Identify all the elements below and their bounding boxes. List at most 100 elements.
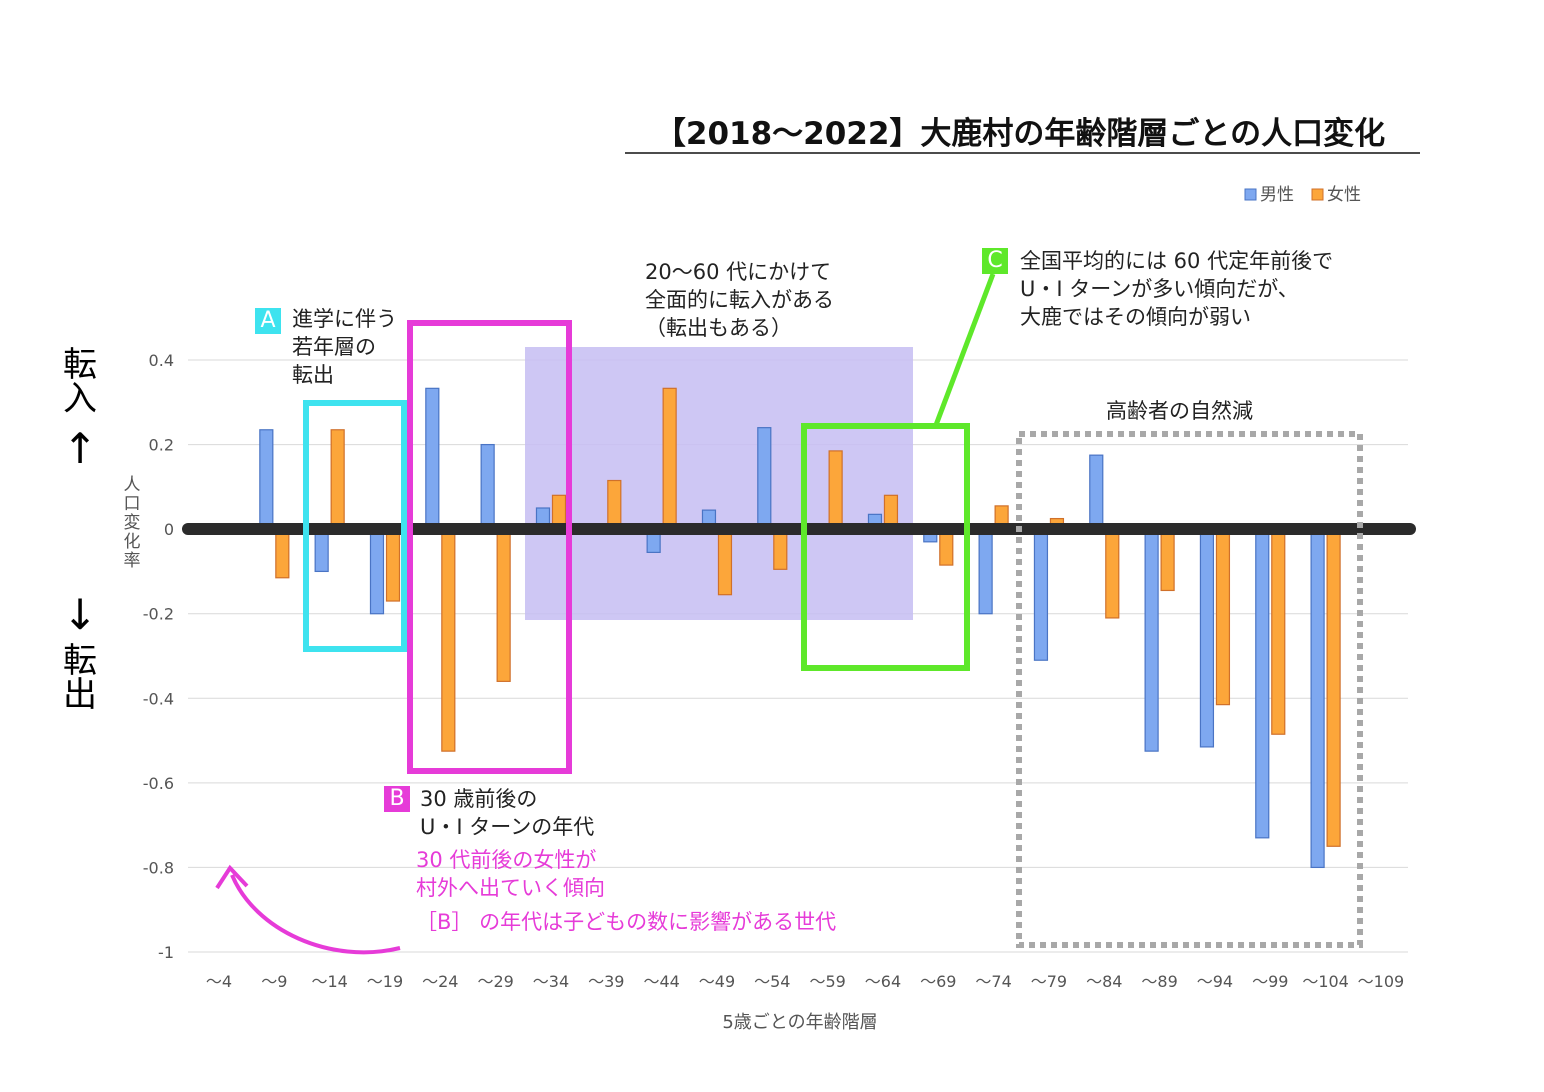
annotation-b-note-line3: ［B］ の年代は子どもの数に影響がある世代: [416, 910, 837, 934]
x-tick-label: ～74: [975, 972, 1011, 991]
y-tick-label: -0.4: [143, 689, 174, 708]
bar-male: [480, 443, 495, 530]
x-tick-label: ～29: [477, 972, 513, 991]
y-axis-title: 人口変化率: [124, 475, 141, 571]
annotation-mid-line1: 20～60 代にかけて: [645, 260, 832, 284]
x-tick-label: ～49: [699, 972, 735, 991]
y-tick-label: -1: [158, 943, 174, 962]
x-tick-label: ～89: [1141, 972, 1177, 991]
x-tick-label: ～19: [367, 972, 403, 991]
x-tick-label: ～34: [533, 972, 569, 991]
tag-a: A: [255, 308, 281, 334]
bars: [259, 387, 1341, 869]
bar-female: [275, 528, 290, 579]
connector-c: [933, 273, 996, 426]
bar-female: [828, 450, 843, 530]
side-label-in-char-1: 転: [63, 345, 97, 385]
annotation-b-line1: 30 歳前後の: [420, 787, 538, 811]
bar-male: [1310, 528, 1325, 869]
x-tick-labels: ～4 ～9 ～14 ～19 ～24 ～29 ～34 ～39 ～44 ～49 ～54 ～59 ～64 ～69…: [206, 972, 1404, 991]
bar-male: [1089, 454, 1104, 530]
bar-female: [1326, 528, 1341, 847]
bar-male: [1255, 528, 1270, 839]
bar-male: [1033, 528, 1049, 661]
box-c: [801, 423, 970, 671]
y-tick-label: -0.2: [143, 605, 174, 624]
annotation-a: 進学に伴う 若年層の 転出: [292, 305, 397, 389]
y-tick-label: 0.2: [149, 436, 174, 455]
legend-label-female: 女性: [1327, 185, 1361, 205]
bar-female: [1160, 528, 1175, 592]
annotation-c-line1: 全国平均的には 60 代定年前後で: [1020, 249, 1334, 273]
x-tick-label: ～59: [809, 972, 845, 991]
x-tick-label: ～94: [1197, 972, 1233, 991]
bar-female: [385, 528, 401, 602]
annotation-c-line3: 大鹿ではその傾向が弱い: [1020, 305, 1251, 329]
bar-female: [1271, 528, 1286, 735]
side-label-in: 転 入: [58, 348, 102, 416]
bar-female: [662, 387, 677, 530]
side-label-in-char-2: 入: [63, 379, 97, 419]
bar-female: [607, 479, 622, 530]
x-axis-title: 5歳ごとの年齢階層: [722, 1012, 877, 1033]
x-tick-label: ～4: [206, 972, 232, 991]
bar-male: [314, 528, 329, 573]
y-tick-label: 0.4: [149, 351, 174, 370]
bar-female: [1215, 528, 1231, 706]
chart-title: 【2018～2022】大鹿村の年齢階層ごとの人口変化: [655, 116, 1385, 152]
x-tick-label: ～44: [643, 972, 679, 991]
x-tick-label: ～104: [1302, 972, 1349, 991]
x-tick-label: ～99: [1252, 972, 1288, 991]
annotation-b-note-line2: 村外へ出ていく傾向: [416, 876, 605, 900]
bar-female: [773, 528, 788, 570]
x-tick-label: ～54: [754, 972, 790, 991]
legend: 男性 女性: [1244, 185, 1361, 205]
x-tick-label: ～64: [865, 972, 901, 991]
bar-female: [496, 528, 511, 682]
legend-label-male: 男性: [1260, 185, 1294, 205]
annotation-b-note-line1: 30 代前後の女性が: [416, 848, 597, 872]
curved-arrow: [230, 874, 401, 955]
y-tick-label: 0: [164, 520, 174, 539]
side-label-out: 転 出: [58, 644, 102, 712]
bar-male: [259, 429, 274, 530]
down-arrow-icon: ↓: [62, 590, 98, 639]
y-tick-labels: 0.4 0.2 0 -0.2 -0.4 -0.6 -0.8 -1: [143, 351, 174, 962]
annotation-b: 30 歳前後の U・I ターンの年代: [420, 785, 594, 841]
bar-female: [330, 429, 345, 530]
x-tick-label: ～24: [422, 972, 458, 991]
box-elderly: [1016, 431, 1363, 948]
annotation-c: 全国平均的には 60 代定年前後で U・I ターンが多い傾向だが、 大鹿ではその…: [1020, 247, 1333, 331]
legend-swatch-female: [1311, 188, 1324, 201]
x-tick-label: ～14: [311, 972, 347, 991]
annotation-c-line2: U・I ターンが多い傾向だが、: [1020, 277, 1299, 301]
box-a: [303, 400, 407, 652]
side-label-out-char-2: 出: [63, 675, 97, 715]
annotation-b-note: 30 代前後の女性が 村外へ出ていく傾向 ［B］ の年代は子どもの数に影響がある…: [416, 846, 836, 936]
bar-male: [1144, 528, 1159, 752]
curved-arrow-head: [215, 864, 249, 890]
x-tick-label: ～84: [1086, 972, 1122, 991]
bar-female: [441, 528, 456, 752]
legend-swatch-male: [1244, 188, 1257, 201]
annotation-a-line1: 進学に伴う: [292, 307, 397, 331]
annotation-elderly: 高齢者の自然減: [1106, 399, 1253, 423]
annotation-a-line3: 転出: [292, 363, 334, 387]
y-tick-label: -0.8: [143, 858, 174, 877]
annotation-a-line2: 若年層の: [292, 335, 376, 359]
bar-male: [369, 528, 385, 615]
tag-c: C: [982, 248, 1008, 274]
bar-male: [757, 427, 772, 530]
bar-female: [717, 528, 733, 596]
tag-b: B: [384, 786, 410, 812]
x-tick-label: ～39: [588, 972, 624, 991]
annotation-mid: 20～60 代にかけて 全面的に転入がある （転出もある）: [645, 258, 834, 342]
x-tick-label: ～69: [920, 972, 956, 991]
bar-male: [1199, 528, 1215, 748]
side-label-out-char-1: 転: [63, 641, 97, 681]
bar-male: [425, 387, 440, 530]
bar-female: [1105, 528, 1120, 619]
y-tick-label: -0.6: [143, 774, 174, 793]
x-tick-label: ～109: [1358, 972, 1405, 991]
